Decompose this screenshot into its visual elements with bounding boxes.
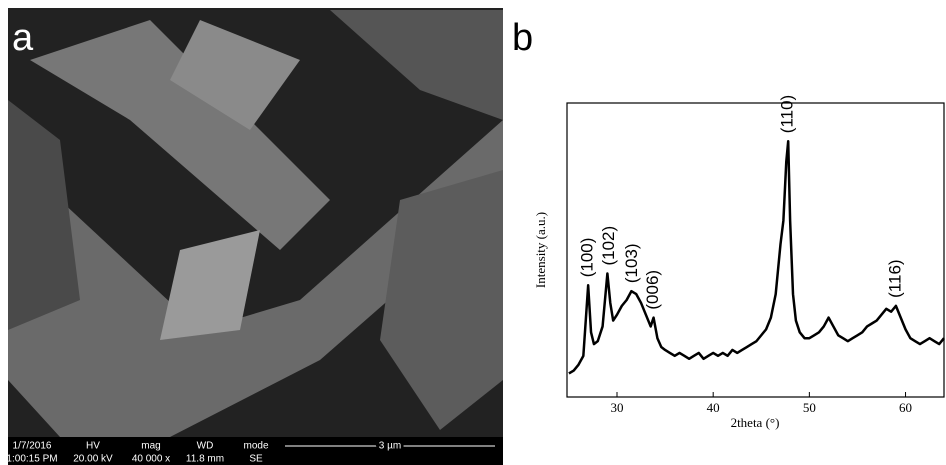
y-axis-label: Intensity (a.u.) [533,212,548,288]
info-value: 40 000 x [132,454,170,465]
info-time: 1:00:15 PM [6,454,57,465]
peak-label: (100) [578,238,597,278]
x-tick-label: 40 [707,400,720,415]
info-value: SE [249,454,263,465]
info-label: mode [243,441,268,452]
sem-image [8,8,503,465]
scale-bar-label: 3 µm [379,441,401,452]
peak-label: (116) [885,259,904,297]
panel-label: b [512,17,533,59]
info-label: HV [86,441,100,452]
info-label: WD [197,441,214,452]
info-date: 1/7/2016 [13,441,52,452]
plot-frame [566,102,945,398]
peak-label: (006) [643,270,662,310]
x-tick-label: 50 [803,400,816,415]
info-value: 11.8 mm [186,454,224,465]
peak-label: (110) [778,95,797,133]
info-value: 20.00 kV [73,454,113,465]
peak-label: (102) [599,226,618,266]
info-label: mag [141,441,160,452]
x-tick-label: 30 [611,400,624,415]
data-line [568,139,945,375]
x-axis-label: 2theta (°) [731,415,780,430]
panel-label: a [12,17,34,59]
peak-label: (103) [622,243,641,283]
x-tick-label: 60 [899,400,912,415]
